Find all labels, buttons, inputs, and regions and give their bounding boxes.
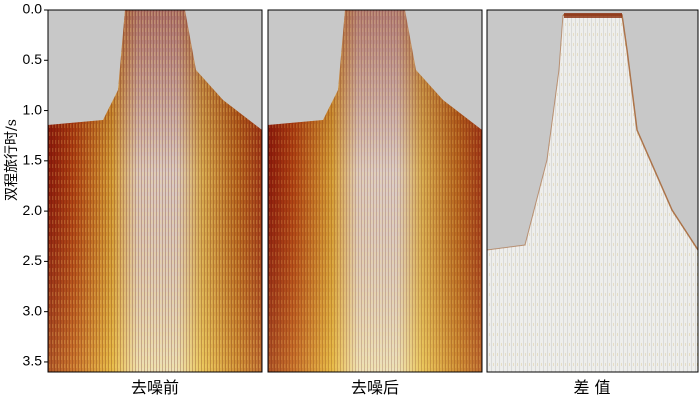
panel bbox=[47, 9, 263, 373]
panel bbox=[267, 9, 483, 373]
y-tick-label: 0.5 bbox=[23, 51, 43, 67]
y-axis-label: 双程旅行时/s bbox=[4, 119, 20, 201]
y-tick-label: 1.5 bbox=[23, 152, 43, 168]
y-tick-label: 3.0 bbox=[23, 302, 43, 318]
y-tick-label: 1.0 bbox=[23, 101, 43, 117]
y-tick-label: 2.5 bbox=[23, 252, 43, 268]
panel bbox=[486, 9, 699, 373]
y-tick-label: 3.5 bbox=[23, 353, 43, 369]
y-tick-label: 0.0 bbox=[23, 1, 43, 17]
panel-title: 去噪前 bbox=[131, 378, 179, 397]
panel-title: 去噪后 bbox=[351, 378, 399, 397]
panel-title: 差 值 bbox=[573, 378, 610, 397]
y-tick-label: 2.0 bbox=[23, 202, 43, 218]
